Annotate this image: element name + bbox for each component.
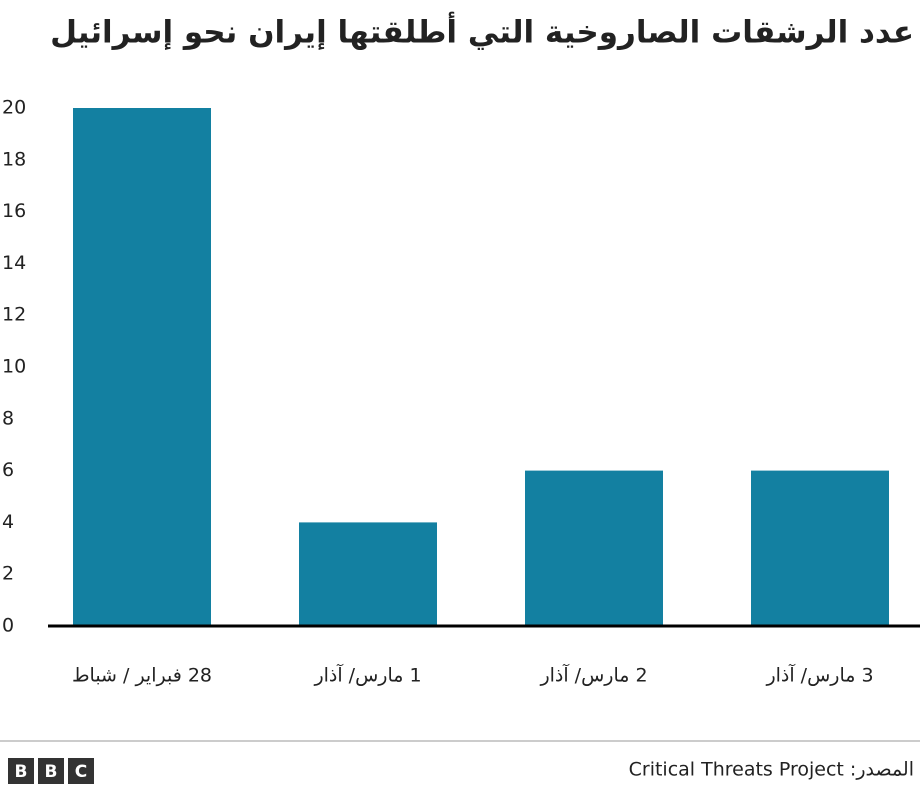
logo-letter: C: [75, 762, 87, 782]
y-tick-label: 8: [2, 407, 14, 429]
logo-letter: B: [15, 762, 28, 782]
y-tick-label: 2: [2, 563, 14, 585]
chart-title: عدد الرشقات الصاروخية التي أطلقتها إيران…: [50, 12, 914, 51]
y-tick-label: 12: [2, 304, 26, 326]
x-tick-label: 3 مارس/ آذار: [765, 663, 873, 687]
bar: [525, 470, 663, 626]
y-tick-label: 14: [2, 252, 26, 274]
logo-box: [8, 758, 34, 784]
y-tick-label: 6: [2, 459, 14, 481]
logo-box: [38, 758, 64, 784]
y-tick-label: 20: [2, 97, 26, 119]
bar: [299, 522, 437, 626]
x-tick-label: 1 مارس/ آذار: [313, 663, 421, 687]
logo-box: [68, 758, 94, 784]
y-tick-label: 0: [2, 615, 14, 637]
y-tick-label: 16: [2, 200, 26, 222]
logo-letter: B: [45, 762, 58, 782]
x-tick-label: 28 فبراير / شباط: [72, 665, 212, 687]
y-tick-label: 18: [2, 148, 26, 170]
source: المصدر: Critical Threats Project: [629, 759, 914, 781]
y-tick-label: 10: [2, 356, 26, 378]
x-tick-label: 2 مارس/ آذار: [539, 663, 647, 687]
bar: [751, 470, 889, 626]
bar: [73, 108, 211, 626]
y-tick-label: 4: [2, 511, 14, 533]
